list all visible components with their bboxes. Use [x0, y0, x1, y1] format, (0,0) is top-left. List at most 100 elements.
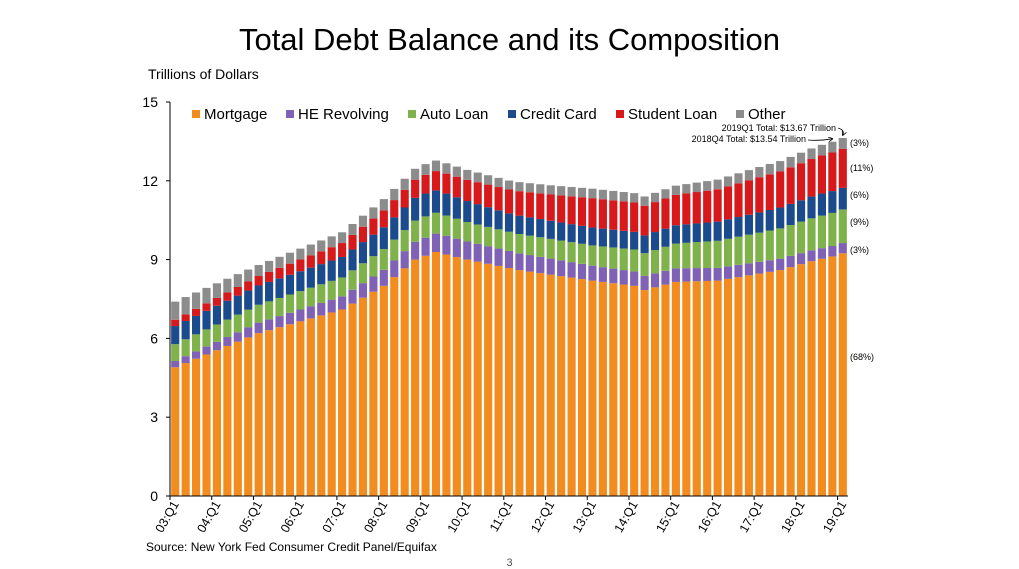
bar-credit-card: [630, 231, 639, 250]
share-label-auto-loan: (9%): [850, 217, 869, 227]
bar-student-loan: [525, 192, 534, 218]
bar-other: [233, 274, 242, 287]
bar-student-loan: [348, 234, 357, 250]
bar-student-loan: [431, 171, 441, 191]
bar-other: [776, 161, 785, 172]
bar-credit-card: [807, 196, 816, 219]
bar-other: [348, 223, 357, 235]
bar-mortgage: [317, 315, 326, 496]
bar-auto-loan: [536, 237, 545, 257]
y-tick-label: 0: [150, 488, 158, 504]
x-tick-label: 10:Q1: [445, 498, 474, 535]
bar-mortgage: [796, 264, 806, 496]
bar-auto-loan: [609, 247, 618, 269]
bar-mortgage: [838, 253, 847, 496]
bar-credit-card: [588, 227, 597, 246]
bar-student-loan: [463, 179, 472, 202]
bar-auto-loan: [692, 242, 701, 269]
bar-other: [296, 248, 305, 260]
bar-credit-card: [463, 201, 472, 223]
bar-other: [796, 152, 806, 164]
bar-mortgage: [494, 265, 503, 496]
bar-other: [338, 232, 347, 244]
bar-he-revolving: [744, 263, 753, 276]
total-2018q4-label: 2018Q4 Total: $13.54 Trillion: [692, 134, 806, 144]
bar-student-loan: [598, 199, 607, 229]
bar-other: [598, 189, 607, 200]
bar-he-revolving: [682, 268, 691, 282]
bar-mortgage: [327, 312, 336, 496]
bar-student-loan: [817, 155, 826, 194]
bar-auto-loan: [630, 249, 639, 272]
bar-auto-loan: [525, 235, 534, 256]
bar-student-loan: [233, 286, 242, 296]
bar-credit-card: [713, 221, 722, 241]
bar-auto-loan: [713, 240, 722, 268]
bar-student-loan: [692, 192, 701, 224]
bar-mortgage: [536, 273, 545, 496]
x-tick-label: 15:Q1: [653, 498, 682, 535]
bar-auto-loan: [640, 253, 649, 276]
bar-auto-loan: [244, 309, 253, 328]
bar-credit-card: [650, 232, 660, 250]
bar-mortgage: [817, 258, 826, 496]
bar-student-loan: [317, 251, 326, 265]
chart-title: Total Debt Balance and its Composition: [238, 22, 781, 57]
bar-other: [661, 189, 670, 199]
bar-student-loan: [671, 194, 680, 226]
bar-credit-card: [567, 224, 576, 243]
bar-he-revolving: [692, 268, 701, 282]
bar-other: [817, 144, 826, 156]
legend-label-he-revolving: HE Revolving: [298, 106, 389, 123]
bar-student-loan: [796, 163, 806, 201]
bar-student-loan: [202, 303, 211, 311]
bar-auto-loan: [494, 229, 503, 249]
bar-credit-card: [692, 223, 701, 243]
bar-credit-card: [379, 227, 388, 250]
y-tick-label: 6: [150, 330, 158, 346]
bar-student-loan: [619, 201, 628, 231]
bar-he-revolving: [671, 268, 680, 282]
bar-other: [807, 148, 816, 160]
bar-auto-loan: [765, 230, 774, 261]
bar-student-loan: [734, 183, 743, 218]
bar-mortgage: [348, 303, 357, 496]
bar-credit-card: [358, 242, 368, 264]
bar-credit-card: [254, 285, 263, 305]
bar-student-loan: [484, 184, 493, 208]
x-tick-label: 11:Q1: [487, 498, 516, 534]
bar-mortgage: [390, 277, 399, 496]
x-tick-label: 09:Q1: [403, 498, 432, 535]
bar-mortgage: [484, 263, 493, 496]
bar-he-revolving: [171, 360, 180, 368]
bar-he-revolving: [796, 253, 806, 265]
bar-credit-card: [452, 197, 461, 219]
bar-student-loan: [713, 189, 722, 222]
bar-credit-card: [640, 235, 649, 254]
bar-he-revolving: [431, 233, 441, 252]
bar-he-revolving: [703, 267, 712, 281]
bar-he-revolving: [212, 341, 222, 351]
bar-credit-card: [233, 295, 242, 315]
bar-he-revolving: [306, 306, 315, 319]
bar-student-loan: [473, 182, 482, 205]
bar-mortgage: [661, 284, 670, 496]
bar-auto-loan: [202, 329, 211, 347]
bar-other: [734, 173, 743, 184]
bar-credit-card: [494, 210, 503, 230]
y-tick-label: 15: [142, 94, 158, 110]
bar-student-loan: [400, 189, 409, 208]
bar-he-revolving: [536, 256, 545, 274]
bar-mortgage: [828, 256, 837, 496]
bar-auto-loan: [265, 301, 274, 320]
bar-other: [171, 301, 180, 320]
bar-credit-card: [244, 290, 253, 310]
bar-mortgage: [400, 268, 409, 496]
bar-auto-loan: [285, 294, 295, 313]
page-number: 3: [506, 557, 513, 569]
bar-mortgage: [181, 363, 190, 496]
bar-credit-card: [192, 315, 201, 335]
bar-student-loan: [755, 177, 764, 213]
bar-he-revolving: [181, 356, 190, 364]
bar-credit-card: [338, 256, 347, 278]
